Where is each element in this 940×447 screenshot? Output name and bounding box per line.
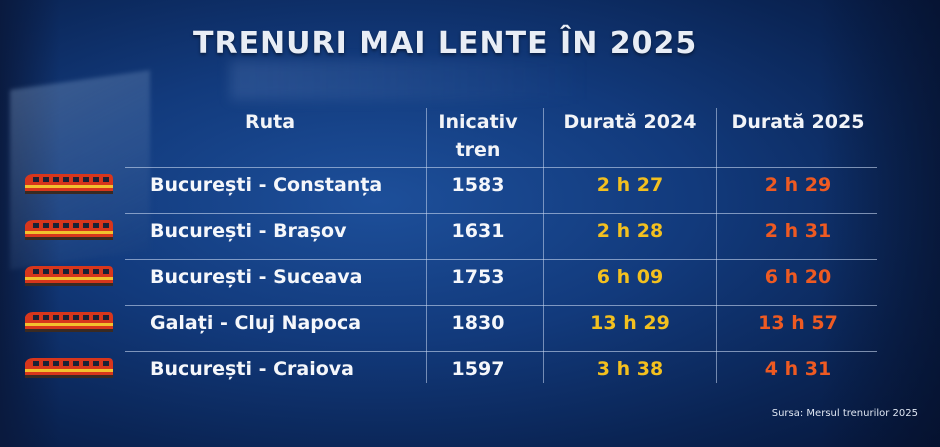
cell-route: Galați - Cluj Napoca [150,312,362,334]
cell-duration-2024: 3 h 38 [596,358,664,380]
row-divider [125,351,877,352]
cell-route: București - Brașov [150,220,347,242]
train-icon [23,355,115,379]
cell-duration-2025: 2 h 29 [764,174,832,196]
table-row: București - Craiova 1597 3 h 38 4 h 31 [0,346,940,392]
cell-duration-2024: 2 h 27 [596,174,664,196]
header-duration-2024: Durată 2024 [563,111,697,133]
cell-route: București - Constanța [150,174,383,196]
table-row: București - Brașov 1631 2 h 28 2 h 31 [0,208,940,254]
column-divider [716,108,717,383]
table-row: București - Constanța 1583 2 h 27 2 h 29 [0,162,940,208]
header-train-line1: Inicativ [438,111,518,133]
cell-train-code: 1830 [451,312,505,334]
table-row: București - Suceava 1753 6 h 09 6 h 20 [0,254,940,300]
cell-train-code: 1597 [451,358,505,380]
cell-duration-2024: 2 h 28 [596,220,664,242]
column-divider [426,108,427,383]
header-train-code: Inicativ tren [428,108,528,164]
cell-train-code: 1753 [451,266,505,288]
cell-duration-2024: 6 h 09 [596,266,664,288]
row-divider [125,305,877,306]
cell-duration-2024: 13 h 29 [590,312,670,334]
cell-duration-2025: 13 h 57 [758,312,838,334]
header-train-line2: tren [455,139,501,161]
background-glow [230,60,590,100]
table-row: Galați - Cluj Napoca 1830 13 h 29 13 h 57 [0,300,940,346]
train-icon [23,309,115,333]
header-duration-2025: Durată 2025 [731,111,865,133]
cell-duration-2025: 6 h 20 [764,266,832,288]
page-title: TRENURI MAI LENTE ÎN 2025 [193,26,698,61]
row-divider [125,259,877,260]
source-note: Sursa: Mersul trenurilor 2025 [771,408,918,419]
column-divider [543,108,544,383]
cell-duration-2025: 2 h 31 [764,220,832,242]
row-divider [125,167,877,168]
cell-duration-2025: 4 h 31 [764,358,832,380]
cell-route: București - Craiova [150,358,354,380]
train-icon [23,171,115,195]
cell-route: București - Suceava [150,266,363,288]
train-icon [23,217,115,241]
cell-train-code: 1631 [451,220,505,242]
row-divider [125,213,877,214]
cell-train-code: 1583 [451,174,505,196]
train-icon [23,263,115,287]
header-route: Ruta [244,111,296,133]
